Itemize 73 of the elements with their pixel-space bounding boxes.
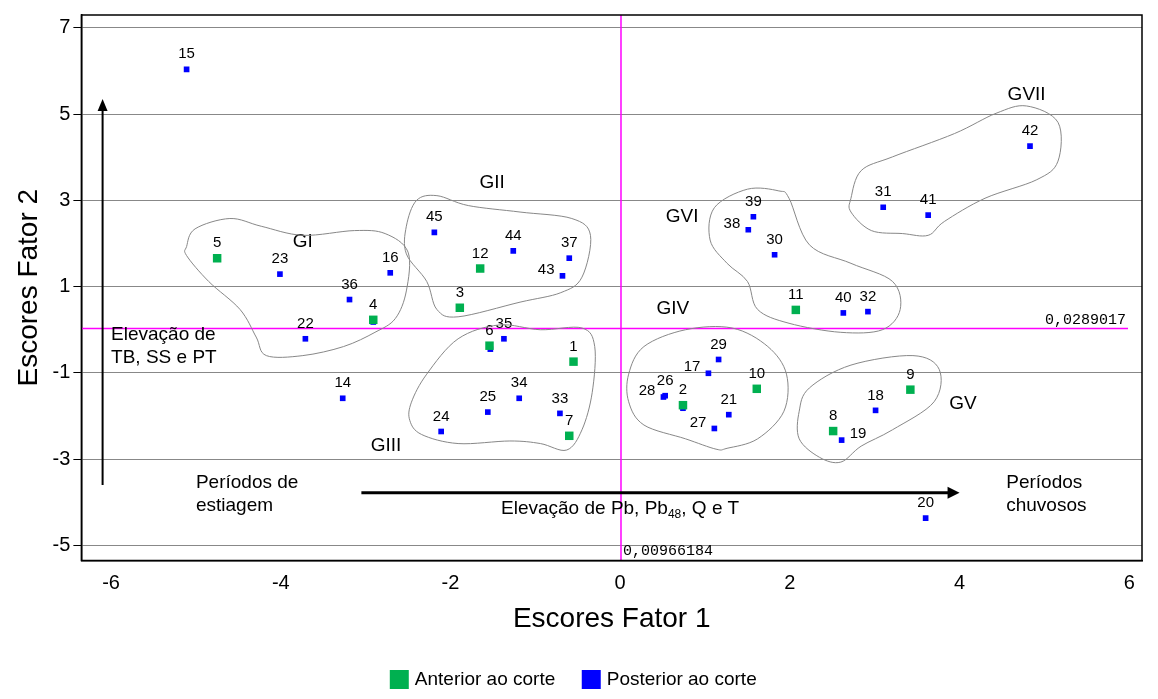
annotation: 10	[748, 363, 766, 381]
y-tick-label: 3	[59, 187, 71, 210]
x-tick-label: -6	[102, 570, 120, 593]
y-tick-label: -3	[52, 446, 71, 469]
annotation: 8	[828, 406, 838, 424]
annotation: 3	[455, 282, 464, 300]
annotation: 21	[720, 389, 738, 407]
y-tick-label: -1	[52, 360, 71, 383]
annotation: 35	[495, 313, 513, 331]
annotation: 31	[874, 182, 892, 200]
annotation: 5	[212, 233, 222, 251]
annotation: GII	[479, 170, 505, 192]
annotation: 4	[369, 294, 378, 312]
annotation: 18	[867, 385, 884, 403]
annotation: Períodos chuvosos	[1006, 471, 1087, 516]
y-axis-title: Escores Fator 2	[11, 188, 43, 387]
y-tick-label: -5	[52, 532, 71, 555]
annotation: 1	[569, 336, 578, 354]
annotation: 11	[788, 285, 804, 303]
annotation: 36	[341, 274, 358, 292]
annotation: 23	[271, 249, 289, 267]
annotation: 22	[297, 313, 314, 331]
annotation: 12	[471, 243, 489, 261]
annotation: 20	[917, 493, 934, 511]
annotation: 7	[565, 410, 574, 428]
annotation: GVI	[665, 205, 699, 227]
annotation: 41	[919, 190, 937, 208]
annotation: GVII	[1007, 83, 1046, 104]
annotation: Períodos de estiagem	[195, 471, 299, 516]
annotation: 24	[432, 406, 450, 424]
ref-line-label: 0,00966184	[623, 542, 714, 560]
annotation: 37	[560, 233, 578, 251]
annotation: 30	[766, 229, 783, 247]
annotation: 38	[723, 213, 741, 231]
annotation: GV	[949, 392, 978, 414]
annotation: 39	[745, 191, 762, 209]
annotation: 44	[504, 225, 522, 243]
annotation: 19	[849, 424, 867, 442]
x-tick-label: 6	[1123, 570, 1135, 593]
annotation: 9	[906, 364, 915, 382]
annotation: 17	[683, 357, 701, 375]
x-tick-label: 2	[784, 570, 796, 593]
annotation: 15	[178, 44, 195, 62]
y-tick-label: 5	[59, 101, 71, 124]
annotation: 33	[551, 388, 569, 406]
annotation: GI	[292, 230, 313, 252]
x-tick-label: 4	[954, 570, 966, 593]
y-tick-label: 1	[59, 274, 71, 297]
annotation: 42	[1021, 121, 1039, 139]
legend-label: Posterior ao corte	[606, 667, 757, 689]
x-tick-label: -2	[441, 570, 460, 593]
y-tick-label: 7	[59, 15, 71, 38]
annotation: 2	[678, 380, 688, 398]
annotation: 43	[537, 259, 555, 277]
ref-line-label: 0,0289017	[1044, 311, 1126, 329]
annotation: 16	[381, 247, 399, 265]
x-tick-label: 0	[614, 570, 626, 593]
annotation: 45	[426, 207, 443, 225]
annotation: GIV	[656, 296, 690, 318]
annotation: 28	[638, 381, 656, 399]
annotation: Elevação de TB, SS e PT	[111, 323, 218, 368]
annotation: 32	[859, 286, 877, 304]
annotation: 26	[656, 370, 674, 388]
legend-label: Anterior ao corte	[414, 667, 556, 689]
annotation: 29	[710, 334, 727, 352]
annotation: 34	[510, 373, 528, 391]
annotation: 40	[834, 288, 852, 306]
annotation: 14	[334, 373, 352, 391]
x-tick-label: -4	[271, 570, 290, 593]
annotation: 25	[479, 387, 497, 405]
annotation: GIII	[370, 434, 402, 456]
annotation: 27	[689, 412, 707, 430]
x-axis-title: Escores Fator 1	[512, 601, 711, 633]
